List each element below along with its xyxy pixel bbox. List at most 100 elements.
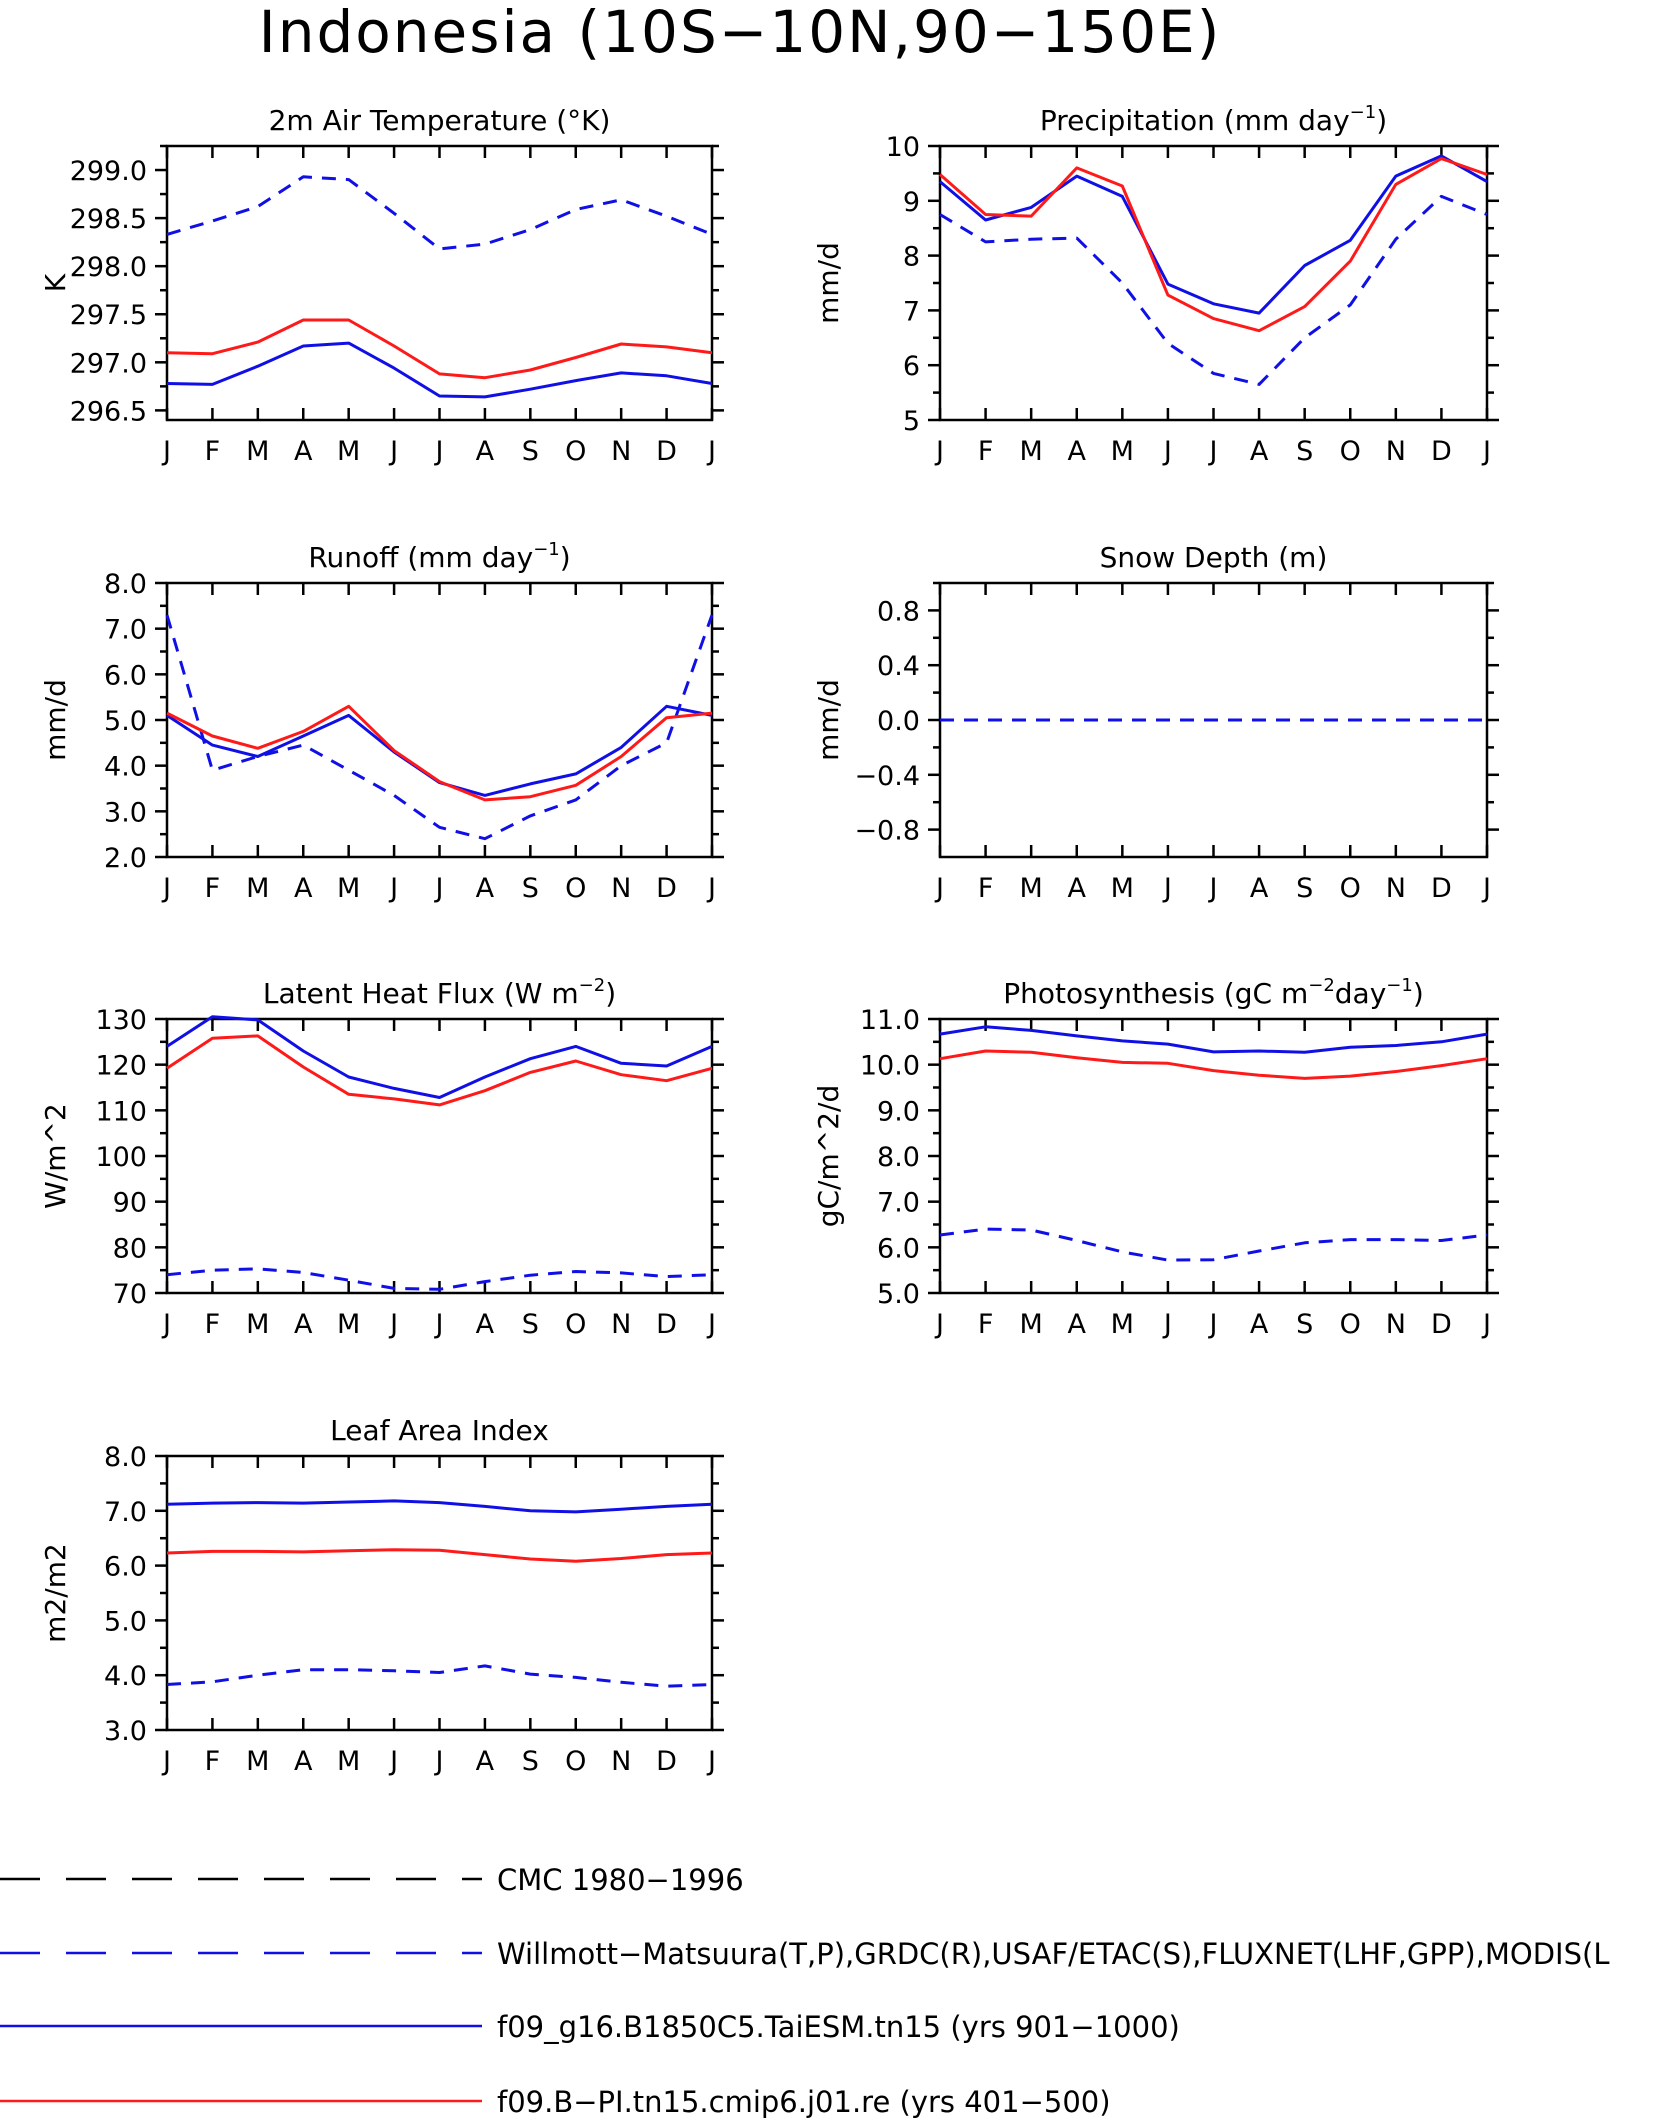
y-tick-label: 9.0 [877,1096,920,1127]
series-line [939,1049,1488,1080]
x-tick-label: A [1068,1309,1087,1340]
x-tick-label: A [1068,873,1087,904]
x-tick-label: J [706,1309,716,1340]
x-tick-label: D [656,1746,677,1777]
x-tick-label: J [934,436,944,467]
figure-title: Indonesia (10S−10N,90−150E) [259,0,1222,66]
x-tick-label: M [246,1309,269,1340]
panel-title: 2m Air Temperature (°K) [269,104,611,137]
panel-title-superscript: −2 [579,975,606,996]
x-tick-label: J [161,436,171,467]
x-tick-label: J [388,436,398,467]
x-tick-label: J [1481,1309,1491,1340]
y-tick-label: 4.0 [104,1661,147,1692]
x-tick-label: D [1431,436,1452,467]
y-axis-label: m2/m2 [39,1543,72,1643]
x-tick-label: O [565,1746,586,1777]
y-tick-label: 130 [95,1005,147,1036]
y-tick-label: 0.8 [877,596,920,627]
x-tick-label: J [434,436,444,467]
x-tick-label: D [656,436,677,467]
x-tick-label: J [1162,873,1172,904]
x-tick-label: J [388,1746,398,1777]
x-tick-label: D [1431,1309,1452,1340]
x-tick-label: A [1250,436,1269,467]
panel-title: Photosynthesis (gC m−2day−1) [1003,975,1424,1010]
x-tick-label: J [934,873,944,904]
series-line [939,194,1488,386]
x-tick-label: J [1208,1309,1218,1340]
y-tick-label: 3.0 [104,797,147,828]
x-tick-label: J [434,1309,444,1340]
x-tick-label: M [337,436,360,467]
x-tick-label: J [706,873,716,904]
x-tick-label: S [522,1746,539,1777]
x-tick-label: J [1481,873,1491,904]
x-tick-label: J [1162,436,1172,467]
x-tick-label: F [978,1309,994,1340]
y-axis-label: K [39,273,72,292]
y-tick-label: 6.0 [104,1552,147,1583]
series-line [166,1548,713,1563]
plot-frame [165,1454,714,1732]
x-tick-label: F [205,1309,221,1340]
y-tick-label: 8.0 [104,569,147,600]
x-tick-label: J [1208,873,1218,904]
x-tick-label: F [978,436,994,467]
y-tick-label: 5.0 [104,706,147,737]
x-tick-label: A [294,873,313,904]
x-tick-label: F [205,1746,221,1777]
x-tick-label: S [522,873,539,904]
x-tick-label: N [611,1309,631,1340]
x-tick-label: F [205,436,221,467]
y-tick-label: 10 [886,132,920,163]
x-tick-label: S [1296,873,1313,904]
y-tick-label: 0.4 [877,651,920,682]
x-tick-label: M [1020,1309,1043,1340]
y-axis-label: mm/d [812,242,845,324]
panel-title-text: Snow Depth (m) [1100,541,1328,574]
x-tick-label: J [1481,436,1491,467]
panel-title-text: Photosynthesis (gC m [1003,977,1308,1010]
panel-title: Snow Depth (m) [1100,541,1328,574]
y-tick-label: 6.0 [877,1233,920,1264]
x-tick-label: M [1020,873,1043,904]
y-tick-label: 8 [903,242,920,273]
plot-frame [165,1017,714,1295]
legend: CMC 1980−1996 Willmott−Matsuura(T,P),GRDC… [0,1863,1610,2119]
x-tick-label: A [476,436,495,467]
y-tick-label: 299.0 [70,156,147,187]
x-tick-label: M [1111,873,1134,904]
series-line [166,1034,713,1107]
series-line [165,614,714,841]
x-tick-label: A [1250,873,1269,904]
x-tick-label: J [706,436,716,467]
panel-title-superscript: −2 [1308,975,1335,996]
panel-title-text: ) [560,541,571,574]
plot-frame [938,1017,1489,1295]
x-tick-label: O [1340,873,1361,904]
x-tick-label: F [978,873,994,904]
y-tick-label: 11.0 [860,1005,920,1036]
series-line [939,1227,1488,1262]
x-tick-label: N [611,1746,631,1777]
x-tick-label: J [161,1746,171,1777]
y-tick-label: 6.0 [104,660,147,691]
panel-title-text: Latent Heat Flux (W m [263,977,579,1010]
panel-3: J F M A M J J A S O N D J2.03.04.05.06.07.08.0Runoff… [39,539,724,904]
x-tick-label: J [706,1746,716,1777]
x-tick-label: F [205,873,221,904]
x-tick-label: A [1250,1309,1269,1340]
panel-title-text: Runoff (mm day [308,541,533,574]
panel-title-superscript: −1 [1350,102,1377,123]
panel-title: Leaf Area Index [330,1414,549,1447]
x-tick-label: J [388,873,398,904]
y-tick-label: 5 [903,406,920,437]
x-tick-label: N [611,436,631,467]
x-tick-label: O [1340,1309,1361,1340]
series-line [166,318,713,380]
y-tick-label: −0.8 [854,816,920,847]
x-tick-label: N [1386,436,1406,467]
x-tick-label: A [1068,436,1087,467]
